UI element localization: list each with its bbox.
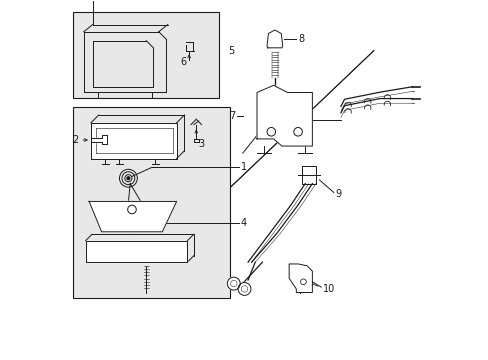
Bar [73,107,230,298]
Polygon shape [85,241,187,262]
Text: 1: 1 [241,162,246,172]
Circle shape [266,127,275,136]
Polygon shape [257,85,312,146]
Text: 9: 9 [335,189,341,199]
Polygon shape [91,123,176,158]
Polygon shape [89,202,176,232]
Circle shape [127,177,130,180]
Circle shape [227,277,240,290]
Text: 6: 6 [181,57,186,67]
Circle shape [293,127,302,136]
Polygon shape [91,135,107,144]
Polygon shape [288,264,312,293]
Circle shape [127,205,136,214]
Bar [73,12,219,98]
Text: 10: 10 [323,284,335,294]
Text: 7: 7 [229,111,235,121]
Text: 2: 2 [72,135,78,145]
Text: 8: 8 [298,34,304,44]
Circle shape [238,283,250,296]
Polygon shape [266,30,282,48]
Text: 5: 5 [228,46,234,56]
Text: 4: 4 [241,218,246,228]
Text: 3: 3 [198,139,204,149]
